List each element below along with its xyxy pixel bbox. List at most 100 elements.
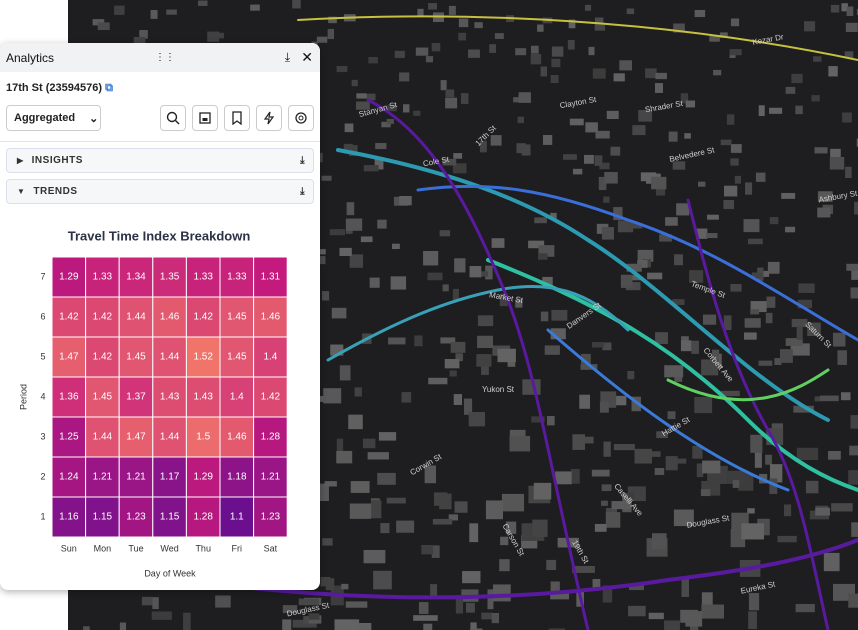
building — [769, 464, 783, 483]
building — [580, 364, 598, 370]
heatmap-cell — [85, 456, 120, 498]
building — [655, 186, 666, 196]
cell-label: 1.45 — [227, 312, 247, 323]
building — [454, 501, 468, 513]
search-button[interactable] — [160, 105, 186, 131]
building — [796, 447, 819, 461]
building — [345, 601, 368, 608]
heatmap-cell — [85, 256, 120, 298]
building — [455, 353, 463, 362]
building — [684, 133, 691, 139]
building — [336, 450, 353, 464]
building — [747, 508, 755, 514]
building — [601, 227, 614, 240]
building — [92, 19, 105, 26]
heatmap-cell — [185, 376, 221, 418]
building — [369, 277, 380, 288]
building — [551, 58, 561, 68]
cell-label: 1.37 — [126, 392, 146, 403]
building — [654, 83, 664, 93]
insights-section[interactable]: ▶ INSIGHTS ⤓ — [6, 148, 314, 173]
building — [594, 23, 606, 31]
building — [845, 22, 858, 33]
building — [846, 263, 858, 271]
building — [452, 163, 467, 174]
building — [640, 172, 657, 182]
building — [563, 154, 577, 160]
heatmap-cell — [219, 256, 255, 298]
cell-label: 1.47 — [126, 432, 146, 443]
building — [702, 460, 721, 474]
building — [668, 131, 678, 142]
building — [767, 261, 780, 274]
aggregation-dropdown[interactable]: Aggregated ⌄ — [6, 105, 101, 131]
building — [584, 4, 592, 11]
building — [442, 284, 449, 292]
flash-button[interactable] — [256, 105, 282, 131]
building — [572, 434, 586, 450]
building — [730, 283, 742, 292]
building — [481, 365, 489, 375]
building — [611, 501, 632, 510]
building — [791, 318, 808, 328]
building — [386, 118, 394, 124]
cell-label: 1.5 — [196, 432, 210, 443]
building — [817, 191, 833, 202]
building — [730, 158, 739, 166]
drag-handle[interactable]: ⋮⋮ — [155, 52, 175, 63]
building — [595, 130, 610, 139]
bookmark-button[interactable] — [224, 105, 250, 131]
copy-icon[interactable]: ⧉ — [105, 82, 113, 94]
building — [568, 19, 576, 29]
heatmap-cell — [253, 296, 288, 338]
building — [380, 523, 390, 534]
cell-label: 1.1 — [230, 512, 244, 523]
building — [413, 110, 421, 116]
building — [360, 236, 373, 243]
building — [744, 318, 761, 328]
building — [850, 287, 858, 299]
building — [785, 338, 803, 346]
building — [628, 222, 643, 229]
building — [807, 322, 821, 337]
save-button[interactable] — [192, 105, 218, 131]
building — [445, 97, 458, 109]
cell-label: 1.44 — [160, 432, 180, 443]
cell-label: 1.21 — [261, 472, 281, 483]
building — [450, 341, 466, 353]
building — [114, 5, 125, 15]
building — [701, 604, 724, 619]
heatmap-cell — [185, 496, 221, 538]
building — [681, 579, 690, 597]
building — [509, 435, 531, 452]
building — [501, 493, 525, 512]
download-button[interactable]: ⤓ — [284, 50, 290, 64]
building — [462, 571, 481, 584]
building — [550, 75, 559, 84]
heatmap-cell — [219, 376, 255, 418]
trends-section[interactable]: ▼ TRENDS ⤓ — [6, 179, 314, 204]
building — [487, 589, 494, 610]
building — [362, 438, 376, 449]
building — [648, 612, 664, 620]
close-button[interactable]: ✕ — [301, 49, 313, 65]
building — [427, 272, 443, 281]
cell-label: 1.23 — [126, 512, 146, 523]
building — [651, 176, 667, 190]
building — [331, 307, 347, 319]
building — [758, 105, 765, 117]
building — [538, 245, 555, 257]
building — [785, 86, 796, 94]
building — [850, 415, 858, 429]
y-tick-label: 7 — [40, 271, 45, 281]
building — [430, 584, 438, 600]
building — [769, 107, 783, 114]
building — [665, 456, 678, 471]
building — [837, 350, 847, 365]
building — [532, 519, 548, 537]
building — [651, 533, 667, 550]
heatmap-cell — [152, 296, 187, 338]
ai-button[interactable] — [288, 105, 314, 131]
building — [765, 454, 772, 465]
building — [680, 340, 692, 352]
